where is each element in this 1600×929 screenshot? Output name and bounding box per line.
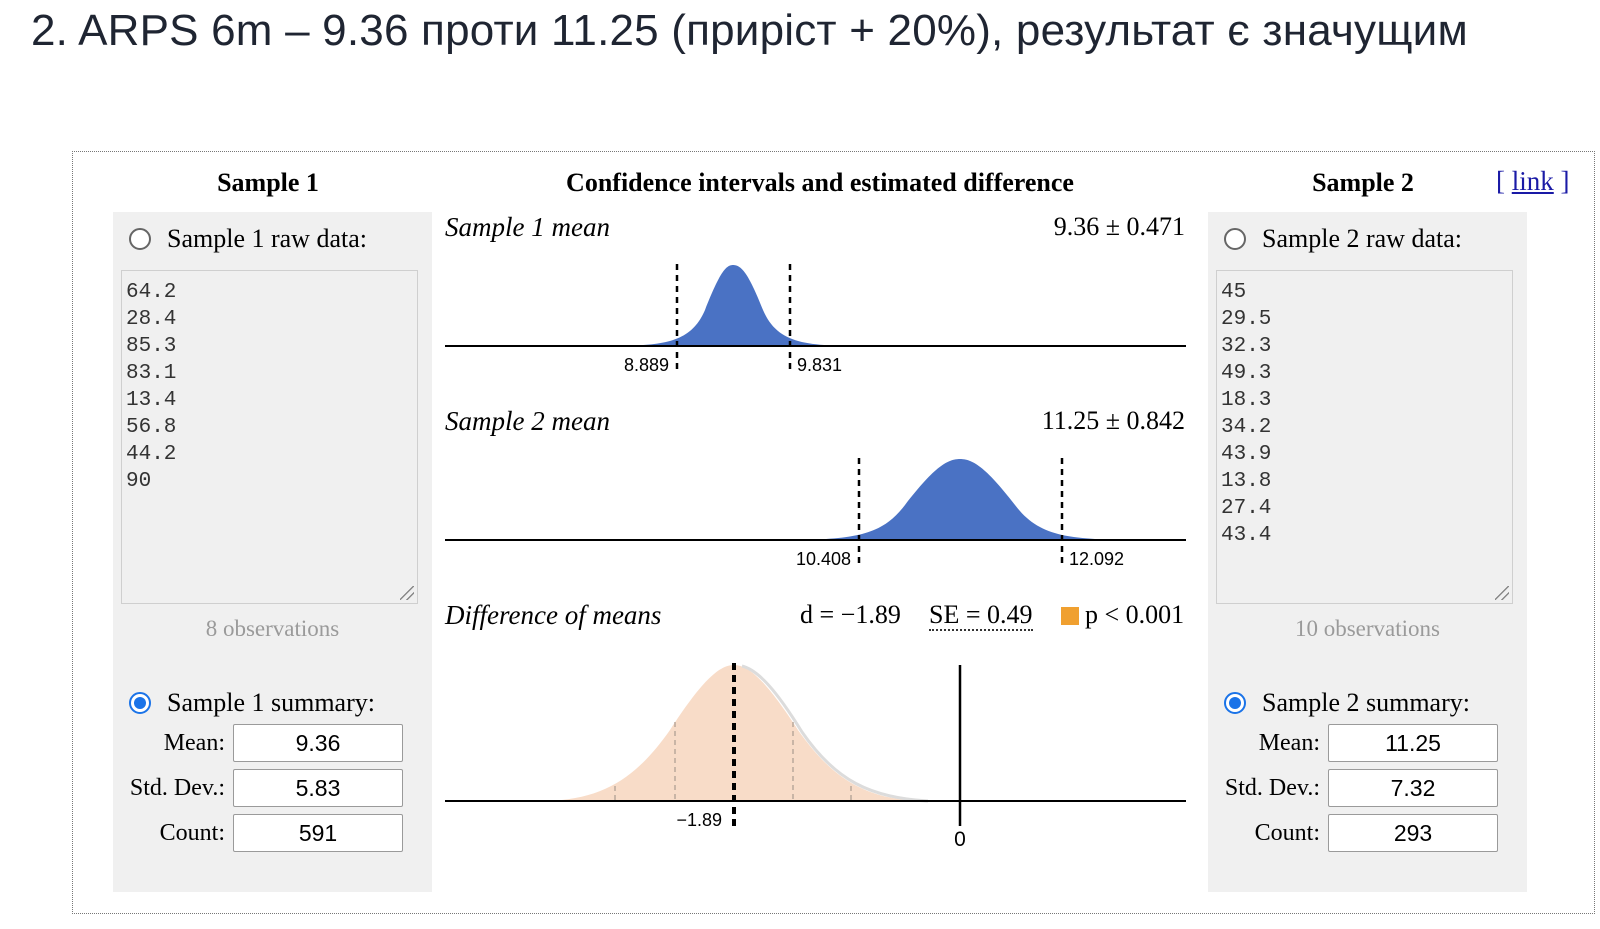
raw-line: 13.8 — [1221, 470, 1272, 493]
sample2-mean-row: Mean: 11.25 — [1208, 724, 1498, 762]
raw-line: 13.4 — [126, 389, 177, 412]
raw-line: 45 — [1221, 281, 1247, 304]
sample2-title: Sample 2 — [1312, 168, 1414, 197]
sample1-summary-label: Sample 1 summary: — [167, 688, 375, 717]
sample2-panel: Sample 2 raw data: 45 29.5 32.3 49.3 18.… — [1208, 212, 1527, 892]
raw-line: 90 — [126, 470, 152, 493]
ci2-label: Sample 2 mean — [445, 406, 610, 436]
link-close-bracket: ] — [1560, 166, 1570, 196]
sd-label: Std. Dev.: — [129, 774, 225, 801]
sample1-count-row: Count: 591 — [113, 814, 403, 852]
sample1-sd-row: Std. Dev.: 5.83 — [113, 769, 403, 807]
page-heading: 2. ARPS 6m – 9.36 проти 11.25 (приріст +… — [31, 6, 1468, 55]
center-title: Confidence intervals and estimated diffe… — [566, 168, 1074, 197]
sample2-summary-radio[interactable] — [1224, 692, 1246, 714]
diff-se: SE = 0.49 — [929, 600, 1033, 631]
sample2-sd-input[interactable]: 7.32 — [1328, 769, 1498, 807]
sample1-title: Sample 1 — [217, 168, 319, 197]
resize-grip-icon[interactable] — [1495, 586, 1509, 600]
raw-line: 27.4 — [1221, 497, 1272, 520]
sample2-raw-label: Sample 2 raw data: — [1262, 224, 1462, 253]
sample2-summary-option[interactable]: Sample 2 summary: — [1224, 688, 1470, 718]
ci2-value: 11.25 ± 0.842 — [1041, 406, 1185, 435]
sample2-observations: 10 observations — [1294, 616, 1440, 641]
sample2-count-input[interactable]: 293 — [1328, 814, 1498, 852]
raw-line: 32.3 — [1221, 335, 1272, 358]
sample2-raw-option[interactable]: Sample 2 raw data: — [1224, 224, 1462, 254]
diff-d: d = −1.89 — [800, 600, 901, 629]
sample1-raw-option[interactable]: Sample 1 raw data: — [129, 224, 367, 254]
calculator-frame — [72, 151, 1595, 914]
ci1-value: 9.36 ± 0.471 — [1053, 212, 1185, 241]
link-wrapper: [ link ] — [1496, 166, 1570, 197]
link-open-bracket: [ — [1496, 166, 1505, 196]
raw-line: 56.8 — [126, 416, 177, 439]
sample1-mean-input[interactable]: 9.36 — [233, 724, 403, 762]
raw-line: 18.3 — [1221, 389, 1272, 412]
sample1-summary-radio[interactable] — [129, 692, 151, 714]
sample1-raw-textarea[interactable]: 64.2 28.4 85.3 83.1 13.4 56.8 44.2 90 — [121, 270, 418, 604]
significance-square-icon — [1061, 607, 1079, 625]
raw-line: 29.5 — [1221, 308, 1272, 331]
sample2-raw-textarea[interactable]: 45 29.5 32.3 49.3 18.3 34.2 43.9 13.8 27… — [1216, 270, 1513, 604]
sample2-raw-radio[interactable] — [1224, 228, 1246, 250]
mean-label: Mean: — [1258, 729, 1320, 756]
ci1-label: Sample 1 mean — [445, 212, 610, 242]
sample2-sd-row: Std. Dev.: 7.32 — [1208, 769, 1498, 807]
sample2-mean-input[interactable]: 11.25 — [1328, 724, 1498, 762]
sample1-mean-row: Mean: 9.36 — [113, 724, 403, 762]
raw-line: 44.2 — [126, 443, 177, 466]
sample1-observations: 8 observations — [205, 616, 340, 641]
diff-label: Difference of means — [445, 600, 662, 630]
diff-se-text: SE = 0.49 — [929, 600, 1033, 631]
raw-line: 85.3 — [126, 335, 177, 358]
sample1-raw-radio[interactable] — [129, 228, 151, 250]
sample1-raw-label: Sample 1 raw data: — [167, 224, 367, 253]
mean-label: Mean: — [163, 729, 225, 756]
diff-p-text: p < 0.001 — [1085, 600, 1185, 629]
sample1-summary-option[interactable]: Sample 1 summary: — [129, 688, 375, 718]
permalink[interactable]: link — [1511, 166, 1554, 196]
sample1-panel: Sample 1 raw data: 64.2 28.4 85.3 83.1 1… — [113, 212, 432, 892]
raw-line: 43.4 — [1221, 524, 1272, 547]
raw-line: 34.2 — [1221, 416, 1272, 439]
count-label: Count: — [159, 819, 225, 846]
sample2-count-row: Count: 293 — [1208, 814, 1498, 852]
count-label: Count: — [1254, 819, 1320, 846]
raw-line: 49.3 — [1221, 362, 1272, 385]
resize-grip-icon[interactable] — [400, 586, 414, 600]
sample1-sd-input[interactable]: 5.83 — [233, 769, 403, 807]
raw-line: 28.4 — [126, 308, 177, 331]
sample2-summary-label: Sample 2 summary: — [1262, 688, 1470, 717]
diff-p: p < 0.001 — [1061, 600, 1184, 630]
sample1-count-input[interactable]: 591 — [233, 814, 403, 852]
raw-line: 64.2 — [126, 281, 177, 304]
sd-label: Std. Dev.: — [1224, 774, 1320, 801]
raw-line: 83.1 — [126, 362, 177, 385]
raw-line: 43.9 — [1221, 443, 1272, 466]
